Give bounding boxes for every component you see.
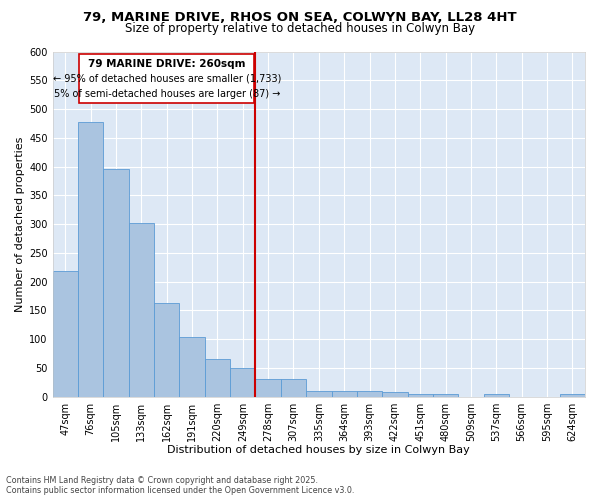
Bar (433, 394, 458, 396)
Bar (78, 122, 103, 396)
Text: 79 MARINE DRIVE: 260sqm: 79 MARINE DRIVE: 260sqm (88, 59, 245, 69)
Text: 79, MARINE DRIVE, RHOS ON SEA, COLWYN BAY, LL28 4HT: 79, MARINE DRIVE, RHOS ON SEA, COLWYN BA… (83, 11, 517, 24)
Bar (205, 359, 230, 397)
Text: Size of property relative to detached houses in Colwyn Bay: Size of property relative to detached ho… (125, 22, 475, 35)
Bar (382, 392, 407, 396)
Bar (154, 303, 179, 396)
Bar (332, 392, 357, 396)
Text: 5% of semi-detached houses are larger (87) →: 5% of semi-detached houses are larger (8… (53, 88, 280, 99)
Y-axis label: Number of detached properties: Number of detached properties (15, 136, 25, 312)
Bar (103, 170, 129, 396)
Bar (407, 394, 433, 396)
Text: Contains HM Land Registry data © Crown copyright and database right 2025.
Contai: Contains HM Land Registry data © Crown c… (6, 476, 355, 495)
Bar (357, 392, 382, 396)
FancyBboxPatch shape (79, 54, 254, 104)
Bar (306, 392, 332, 396)
Bar (256, 380, 281, 396)
Bar (484, 394, 509, 396)
Bar (281, 379, 306, 396)
Bar (230, 368, 256, 396)
Bar (179, 337, 205, 396)
X-axis label: Distribution of detached houses by size in Colwyn Bay: Distribution of detached houses by size … (167, 445, 470, 455)
Bar (53, 271, 78, 396)
Bar (560, 394, 585, 396)
Bar (129, 223, 154, 396)
Text: ← 95% of detached houses are smaller (1,733): ← 95% of detached houses are smaller (1,… (53, 74, 281, 84)
